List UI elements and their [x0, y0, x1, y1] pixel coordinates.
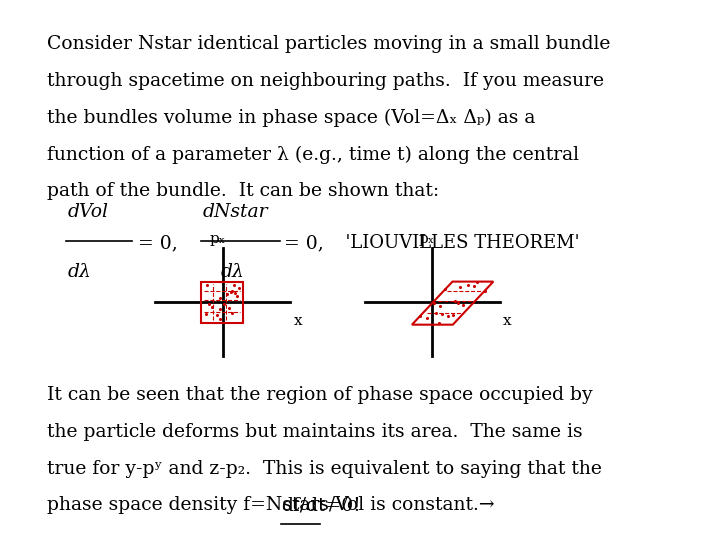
Point: [453, 298, 464, 307]
Bar: [201, 282, 243, 323]
Text: Consider Nstar identical particles moving in a small bundle: Consider Nstar identical particles movin…: [48, 35, 611, 53]
Point: [207, 303, 218, 312]
Point: [228, 281, 239, 290]
Point: [232, 292, 243, 300]
Text: pₓ: pₓ: [210, 232, 225, 246]
Point: [472, 278, 483, 286]
Point: [227, 309, 238, 318]
Text: the particle deforms but maintains its area.  The same is: the particle deforms but maintains its a…: [48, 423, 583, 441]
Point: [415, 312, 426, 321]
Point: [435, 301, 446, 310]
Point: [215, 315, 226, 323]
Point: [479, 286, 490, 295]
Text: x: x: [503, 314, 512, 328]
Point: [229, 289, 240, 298]
Text: the bundles volume in phase space (Vol=Δₓ Δₚ) as a: the bundles volume in phase space (Vol=Δ…: [48, 109, 536, 127]
Point: [201, 309, 212, 318]
Point: [447, 310, 459, 319]
Point: [430, 308, 441, 317]
Text: pₓ: pₓ: [419, 232, 435, 246]
Text: 'LIOUVILLES THEOREM': 'LIOUVILLES THEOREM': [334, 234, 580, 252]
Text: true for y-pʸ and z-p₂.  This is equivalent to saying that the: true for y-pʸ and z-p₂. This is equivale…: [48, 460, 602, 477]
Point: [449, 296, 461, 305]
Text: dλ: dλ: [68, 263, 91, 281]
Point: [433, 319, 444, 327]
Point: [218, 299, 230, 308]
Point: [215, 305, 226, 313]
Point: [440, 285, 451, 294]
Text: It can be seen that the region of phase space occupied by: It can be seen that the region of phase …: [48, 386, 593, 404]
Point: [202, 281, 213, 289]
Point: [214, 293, 225, 302]
Text: path of the bundle.  It can be shown that:: path of the bundle. It can be shown that…: [48, 182, 439, 200]
Text: df/dt=0!: df/dt=0!: [281, 496, 360, 514]
Point: [462, 281, 474, 289]
Point: [421, 313, 433, 322]
Point: [226, 286, 238, 295]
Text: x: x: [294, 314, 302, 328]
Point: [443, 312, 454, 320]
Point: [225, 288, 237, 296]
Point: [436, 310, 448, 319]
Point: [458, 300, 469, 309]
Text: = 0,: = 0,: [284, 234, 323, 252]
Text: dNstar: dNstar: [202, 204, 269, 221]
Point: [454, 283, 465, 292]
Point: [212, 310, 223, 319]
Text: = 0,: = 0,: [138, 234, 179, 252]
Text: function of a parameter λ (e.g., time t) along the central: function of a parameter λ (e.g., time t)…: [48, 145, 580, 164]
Point: [223, 303, 235, 312]
Text: dλ: dλ: [221, 263, 245, 281]
Point: [468, 282, 480, 291]
Text: phase space density f=Nstars/Vol is constant.→: phase space density f=Nstars/Vol is cons…: [48, 496, 501, 514]
Point: [233, 284, 245, 293]
Text: through spacetime on neighbouring paths.  If you measure: through spacetime on neighbouring paths.…: [48, 72, 604, 90]
Point: [222, 289, 233, 298]
Point: [203, 299, 215, 308]
Text: dVol: dVol: [68, 204, 109, 221]
Point: [428, 298, 440, 307]
